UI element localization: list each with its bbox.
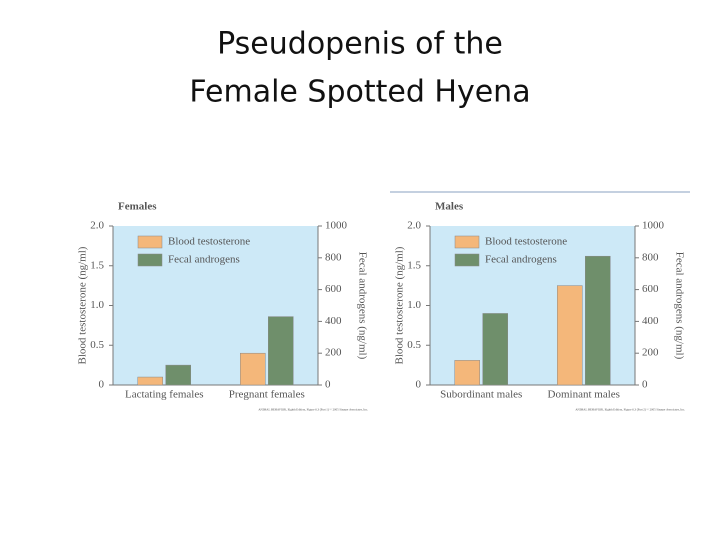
x-tick-label: Pregnant females: [229, 389, 305, 401]
legend-label: Fecal androgens: [168, 254, 240, 266]
y-tick-label: 1.5: [407, 259, 421, 271]
y-tick-label: 2.0: [407, 220, 421, 232]
chart-title: Females: [118, 201, 157, 213]
y2-axis-label: Fecal androgens (ng/ml): [673, 252, 685, 360]
y2-tick-label: 800: [325, 251, 342, 263]
legend-label: Blood testosterone: [168, 236, 250, 248]
slide-title: Pseudopenis of the: [217, 27, 503, 62]
slide-title: Female Spotted Hyena: [189, 75, 530, 110]
chart-title: Males: [435, 201, 464, 213]
bar: [454, 360, 480, 386]
y2-tick-label: 800: [642, 251, 659, 263]
y2-tick-label: 1000: [642, 220, 665, 232]
y-tick-label: 0: [99, 379, 105, 391]
bar: [240, 352, 266, 386]
y2-tick-label: 200: [642, 347, 659, 359]
legend-swatch: [137, 253, 163, 267]
legend-swatch: [454, 253, 480, 267]
y2-tick-label: 400: [642, 315, 659, 327]
bar: [137, 376, 163, 386]
y2-tick-label: 1000: [325, 220, 348, 232]
y-tick-label: 1.0: [90, 299, 104, 311]
legend-label: Blood testosterone: [485, 236, 567, 248]
y2-axis-label: Fecal androgens (ng/ml): [356, 252, 368, 360]
y2-tick-label: 600: [642, 283, 659, 295]
y-axis-label: Blood testosterone (ng/ml): [394, 246, 406, 364]
y-tick-label: 1.0: [407, 299, 421, 311]
y2-tick-label: 0: [325, 379, 331, 391]
y-axis-label: Blood testosterone (ng/ml): [77, 246, 89, 364]
y-tick-label: 1.5: [90, 259, 104, 271]
x-tick-label: Lactating females: [125, 389, 204, 401]
x-tick-label: Dominant males: [548, 389, 620, 401]
legend-label: Fecal androgens: [485, 254, 557, 266]
y2-tick-label: 0: [642, 379, 648, 391]
footnote: ANIMAL BEHAVIOR, Eighth Edition, Figure …: [575, 407, 685, 413]
y-tick-label: 0: [416, 379, 422, 391]
bar: [585, 255, 611, 386]
bar: [557, 285, 583, 386]
bar: [165, 364, 191, 386]
y2-tick-label: 400: [325, 315, 342, 327]
footnote: ANIMAL BEHAVIOR, Eighth Edition, Figure …: [258, 407, 368, 413]
y2-tick-label: 600: [325, 283, 342, 295]
x-tick-label: Subordinant males: [440, 389, 522, 401]
y-tick-label: 0.5: [90, 339, 104, 351]
y-tick-label: 0.5: [407, 339, 421, 351]
legend-swatch: [137, 235, 163, 249]
bar: [268, 316, 294, 386]
y2-tick-label: 200: [325, 347, 342, 359]
y-tick-label: 2.0: [90, 220, 104, 232]
legend-swatch: [454, 235, 480, 249]
bar: [482, 313, 508, 386]
